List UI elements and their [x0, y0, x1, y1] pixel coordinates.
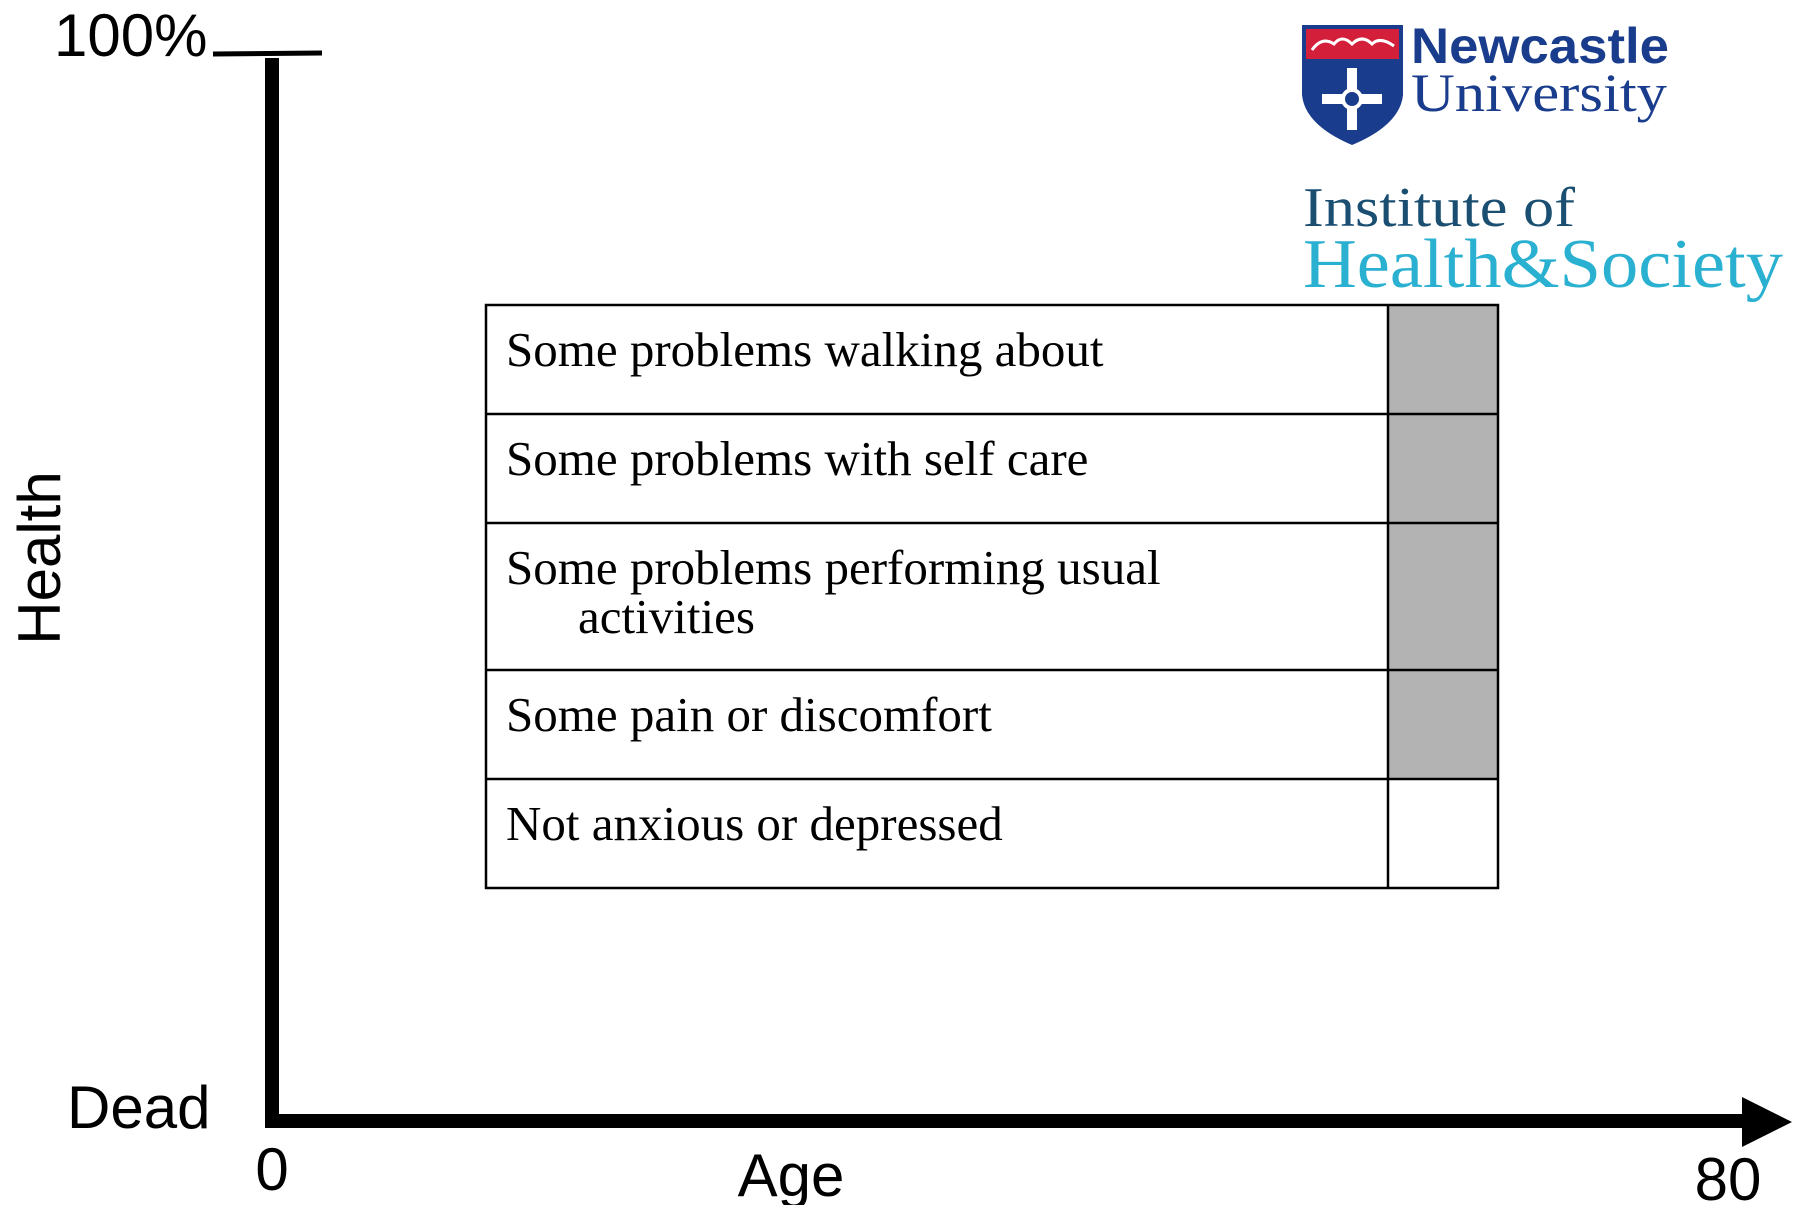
row-cell	[486, 779, 1388, 888]
table-row: Some problems walking about	[486, 305, 1498, 414]
shield-lion	[1310, 37, 1395, 51]
row-cell	[486, 414, 1388, 523]
status-cell	[1388, 305, 1498, 414]
logo-name-1: Newcastle	[1411, 18, 1669, 74]
y-bottom-label: Dead	[67, 1074, 210, 1141]
logo-name-2: University	[1411, 63, 1667, 123]
row-cell	[486, 305, 1388, 414]
x-axis-arrow	[1742, 1097, 1792, 1147]
institute-2: Health&Society	[1303, 226, 1783, 303]
status-cell	[1388, 414, 1498, 523]
x-start-label: 0	[255, 1136, 288, 1203]
y-top-label: 100%	[54, 2, 207, 69]
x-axis-label: Age	[738, 1142, 845, 1205]
row-text: Some problems walking about	[506, 322, 1104, 377]
institute-1: Institute of	[1303, 177, 1575, 239]
row-cell	[486, 670, 1388, 779]
x-end-label: 80	[1695, 1146, 1762, 1205]
table-border	[484, 303, 1500, 890]
row-text: Some pain or discomfort	[506, 687, 992, 742]
table: Some problems walking about Some problems…	[484, 303, 1500, 890]
row-text: Not anxious or depressed	[506, 796, 1003, 851]
table-row: Some pain or discomfort	[486, 670, 1498, 779]
status-cell	[1388, 523, 1498, 670]
status-cell	[1388, 779, 1498, 888]
row-text: Some problems with self care	[506, 431, 1088, 486]
row-cell	[486, 523, 1388, 670]
y-axis-label: Health	[6, 471, 73, 644]
status-cell	[1388, 670, 1498, 779]
table-row: Some problems with self care	[486, 414, 1498, 523]
table-row: Not anxious or depressed	[486, 779, 1498, 888]
shield-boss	[1341, 88, 1363, 110]
row-text: activities	[578, 589, 755, 644]
row-text: Some problems performing usual	[506, 540, 1161, 595]
top-tick	[212, 50, 323, 57]
logo: Newcastle University Institute of Health…	[1302, 18, 1783, 303]
